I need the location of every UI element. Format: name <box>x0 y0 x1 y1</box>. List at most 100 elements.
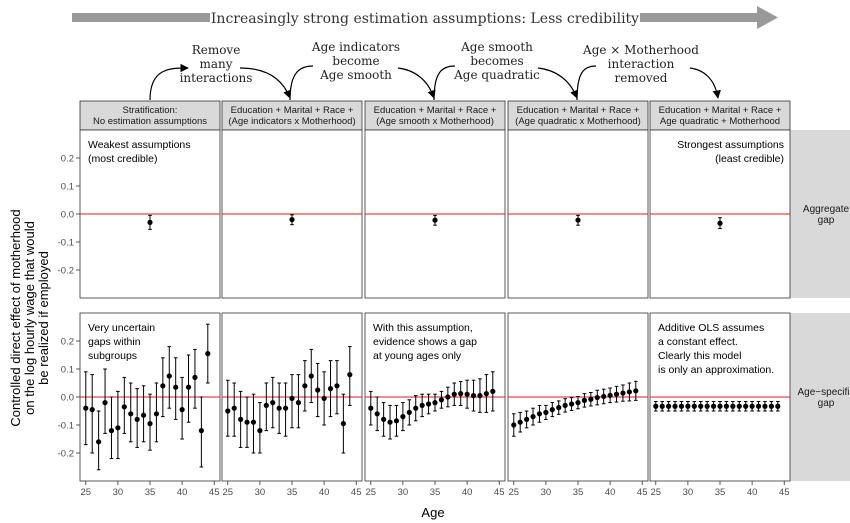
data-point <box>775 403 781 409</box>
x-tick-label: 30 <box>683 487 694 498</box>
transition-label-4-line-3: removed <box>614 71 667 85</box>
annotation-2-line-1: Strongest assumptions <box>677 139 784 151</box>
panel-r2-c3 <box>364 312 506 482</box>
data-point <box>678 403 685 409</box>
annotation-4-line-3: at young ages only <box>373 350 462 362</box>
column-strip-4 <box>507 100 649 131</box>
column-strip-5-label-line-2: Age quadratic + Motherhood <box>660 116 780 127</box>
transition-arrow-3b <box>537 67 579 99</box>
x-tick-label: 35 <box>287 487 298 498</box>
data-point <box>282 405 289 411</box>
data-point <box>511 422 517 428</box>
data-point <box>581 397 588 403</box>
data-point <box>276 405 282 411</box>
x-tick-label: 25 <box>80 487 91 498</box>
data-point <box>470 393 477 399</box>
data-point <box>717 403 723 409</box>
column-strip-2-label-line-1: Education + Marital + Race + <box>231 105 354 116</box>
x-tick-label: 35 <box>573 487 584 498</box>
data-point <box>549 407 555 413</box>
annotation-4-line-1: With this assumption, <box>373 322 473 334</box>
annotation-1: Weakest assumptions (most credible) <box>88 139 191 165</box>
x-tick-label: 30 <box>398 487 409 498</box>
data-point <box>594 394 600 401</box>
data-point <box>166 373 172 379</box>
data-point <box>575 217 581 223</box>
data-point <box>483 391 489 397</box>
x-tick-label: 25 <box>365 487 376 498</box>
data-point <box>568 401 575 407</box>
data-point <box>432 400 438 406</box>
transition-arrow-1b <box>239 67 292 99</box>
data-point <box>321 395 327 401</box>
data-point <box>347 372 353 378</box>
panels: Weakest assumptions (most credible) Strong… <box>79 129 791 482</box>
transition-arrow-3 <box>433 65 456 101</box>
x-tick-label: 40 <box>747 487 758 498</box>
row-strip-2-label-line-2: gap <box>818 398 835 409</box>
transition-arrow-1 <box>149 63 189 101</box>
x-tick-label: 45 <box>209 487 220 498</box>
data-point <box>691 403 697 409</box>
data-point <box>393 418 400 424</box>
data-point <box>89 407 95 413</box>
banner-arrow-right-shaft <box>640 13 760 22</box>
data-point <box>685 403 691 409</box>
data-point <box>445 394 451 400</box>
data-point <box>225 408 231 414</box>
x-tick-label: 35 <box>715 487 726 498</box>
row-strip-1 <box>788 130 850 298</box>
annotation-2-line-2: (least credible) <box>715 153 784 165</box>
data-point <box>425 401 432 407</box>
data-point <box>108 428 115 434</box>
transition-arrows <box>149 63 721 101</box>
annotation-5-line-4: is only an approximation. <box>658 364 774 376</box>
banner-text: Increasingly strong estimation assumptio… <box>211 11 639 27</box>
data-point <box>575 400 581 406</box>
transition-label-3-line-1: Age smooth <box>460 40 533 54</box>
y-axis-title-line-2: on the log hourly wage that would <box>22 221 37 415</box>
annotation-5-line-2: a constant effect. <box>658 336 738 348</box>
y-tick-label: -0.2 <box>58 449 74 460</box>
data-point <box>179 407 185 413</box>
annotation-4-line-2: evidence shows a gap <box>373 336 477 348</box>
data-point <box>295 400 302 406</box>
y-axis-title-line-1: Controlled direct effect of motherhood <box>8 209 23 426</box>
banner-arrow-head <box>757 6 778 29</box>
data-point <box>755 403 762 409</box>
data-point <box>289 217 295 223</box>
column-strip-4-label-line-2: (Age quadratic x Motherhood) <box>515 116 641 127</box>
data-point <box>413 405 419 411</box>
data-point <box>244 419 250 425</box>
transition-label-4-line-2: interaction <box>608 57 675 71</box>
data-point <box>147 421 153 427</box>
x-tick-label: 30 <box>541 487 552 498</box>
data-point <box>736 403 742 409</box>
column-strip-4-label-line-1: Education + Marital + Race + <box>517 105 640 116</box>
annotation-3-line-3: subgroups <box>88 350 137 362</box>
data-point <box>517 419 523 425</box>
panel-r2-c5 <box>649 312 791 482</box>
y-tick-label: 0.0 <box>61 393 74 404</box>
data-point <box>406 409 412 415</box>
data-point <box>698 403 704 409</box>
data-point <box>289 395 295 401</box>
data-point <box>147 219 153 225</box>
data-point <box>768 403 774 409</box>
data-point <box>160 383 166 389</box>
data-point <box>524 416 530 422</box>
data-point <box>205 351 211 357</box>
column-strip-3-label-line-1: Education + Marital + Race + <box>374 105 497 116</box>
x-tick-label: 30 <box>255 487 266 498</box>
row-strip-2-label-line-1: Age−specific <box>798 387 850 398</box>
data-point <box>121 404 127 410</box>
x-tick-label: 45 <box>494 487 505 498</box>
data-point <box>308 373 314 379</box>
data-point <box>340 421 346 427</box>
data-point <box>185 384 192 390</box>
annotation-5-line-1: Additive OLS assumes <box>658 322 764 334</box>
data-point <box>672 403 678 409</box>
y-tick-label: 0.1 <box>61 182 74 193</box>
